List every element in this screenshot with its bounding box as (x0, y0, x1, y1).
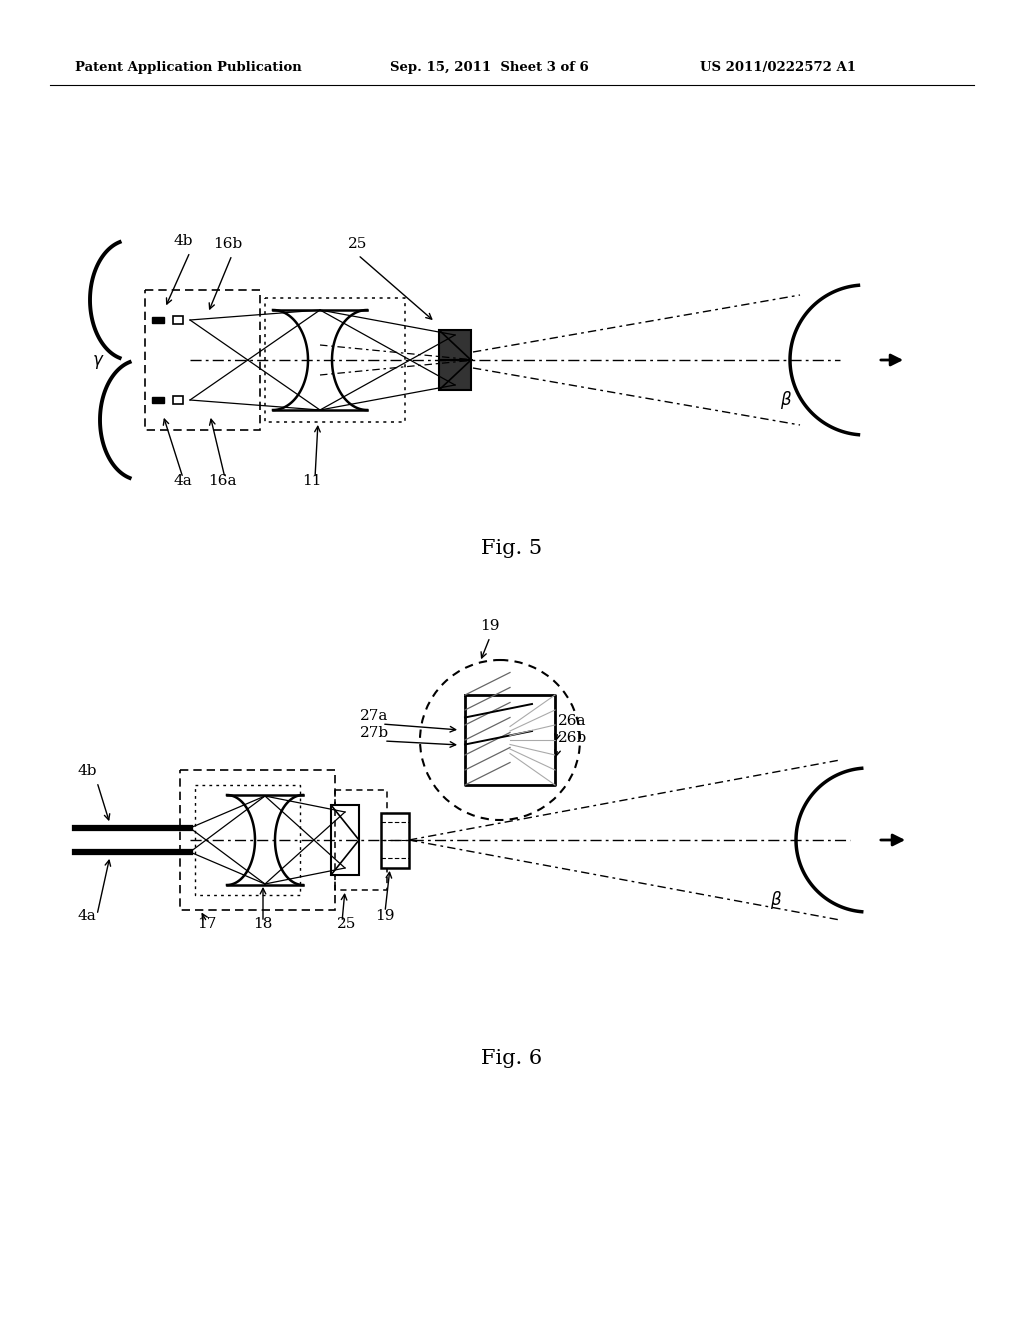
Text: 16b: 16b (213, 238, 243, 251)
Text: $\beta$: $\beta$ (770, 888, 782, 911)
Text: 4a: 4a (174, 474, 193, 488)
Text: 4a: 4a (78, 909, 96, 923)
Bar (335, 789, 387, 890)
Text: Fig. 5: Fig. 5 (481, 539, 543, 557)
Bar (180, 770, 335, 909)
Text: 25: 25 (348, 238, 368, 251)
Text: US 2011/0222572 A1: US 2011/0222572 A1 (700, 62, 856, 74)
Polygon shape (152, 397, 164, 403)
Text: 16a: 16a (208, 474, 237, 488)
Text: $\gamma$: $\gamma$ (92, 352, 104, 371)
Text: 18: 18 (253, 917, 272, 931)
Text: 19: 19 (480, 619, 500, 634)
Text: Sep. 15, 2011  Sheet 3 of 6: Sep. 15, 2011 Sheet 3 of 6 (390, 62, 589, 74)
Text: Patent Application Publication: Patent Application Publication (75, 62, 302, 74)
Text: Fig. 6: Fig. 6 (481, 1048, 543, 1068)
Text: 17: 17 (197, 917, 216, 931)
Bar (381, 813, 409, 869)
Polygon shape (152, 317, 164, 323)
Text: 19: 19 (375, 909, 394, 923)
Polygon shape (439, 330, 471, 360)
Bar (195, 785, 300, 895)
Polygon shape (439, 360, 471, 389)
Bar (331, 805, 359, 875)
Text: 4b: 4b (173, 234, 193, 248)
Text: 26a: 26a (558, 714, 587, 729)
Bar (145, 290, 260, 430)
Text: $\beta$: $\beta$ (780, 389, 793, 411)
Text: 27b: 27b (360, 726, 389, 741)
Text: 27a: 27a (360, 709, 388, 723)
Text: 25: 25 (337, 917, 356, 931)
Text: 11: 11 (302, 474, 322, 488)
Bar (265, 298, 406, 422)
Text: 26b: 26b (558, 731, 587, 744)
Text: 4b: 4b (78, 764, 97, 777)
